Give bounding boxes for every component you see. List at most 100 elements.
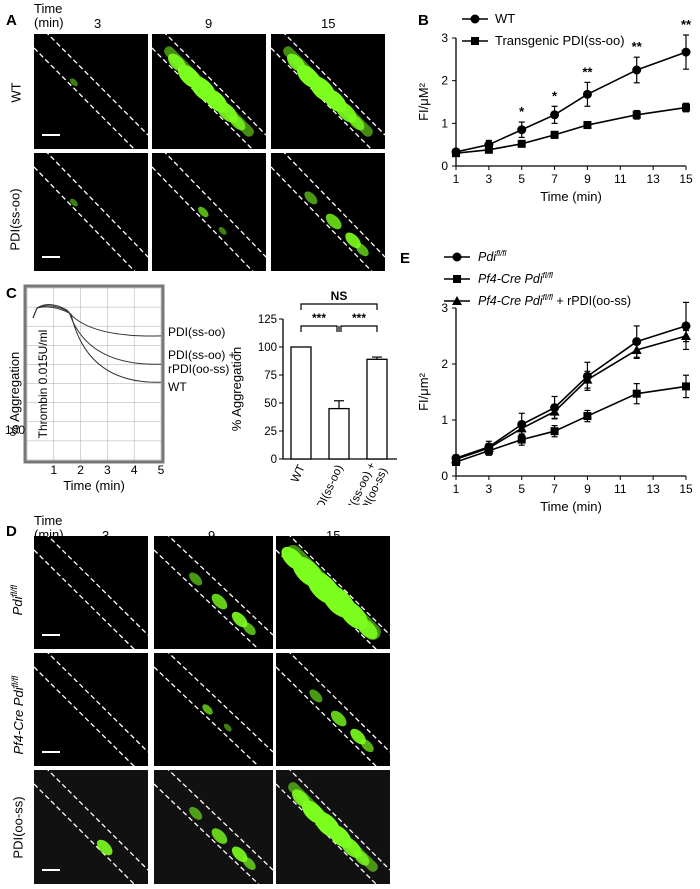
x-tick-label: 1: [453, 172, 460, 186]
vessel-wall-upper: [283, 34, 385, 136]
significance-label: ***: [312, 311, 326, 325]
significance-marker: **: [681, 17, 692, 32]
data-point-circle: [681, 47, 691, 57]
vessel-wall-lower: [271, 47, 373, 149]
significance-marker: **: [582, 64, 593, 79]
vessel-wall-lower: [276, 666, 377, 766]
legend-label-sup: fl/fl: [543, 293, 553, 302]
micrograph-image: [276, 653, 390, 766]
micrograph-image: [154, 653, 273, 766]
significance-marker: *: [552, 88, 558, 103]
thrombus-fluorescence: [211, 828, 228, 844]
x-tick-label: 3: [486, 172, 493, 186]
micrograph-image: [152, 153, 266, 271]
significance-label: NS: [331, 289, 348, 303]
thrombus-fluorescence: [211, 593, 228, 610]
legend-label-name: Pf4-Cre Pdi: [478, 294, 544, 308]
x-tick-label: 3: [104, 463, 111, 477]
micrograph-d-pf4cre-15: [276, 653, 390, 766]
legend-label-extra: + rPDI(oo-ss): [553, 294, 631, 308]
panel-d-row-pdi: Pdifl/fl: [9, 565, 25, 635]
data-point-triangle: [681, 331, 691, 340]
thrombus-fluorescence: [70, 78, 78, 87]
thrombus-fluorescence: [223, 723, 232, 732]
y-tick-label: 2: [441, 357, 448, 371]
x-tick-label: 13: [646, 172, 660, 186]
panel-a-time-9: 9: [205, 16, 213, 31]
legend-label-name: Pf4-Cre Pdi: [478, 272, 544, 286]
chart-c-bar: 0 25 50 75 100 125 % Aggregation WT PDI(ss-oo)PD…: [229, 289, 397, 505]
x-axis-label: Time (min): [540, 499, 602, 514]
data-point-circle: [681, 321, 691, 331]
y-tick-label: 75: [264, 370, 277, 382]
significance-marker: **: [632, 39, 643, 54]
micrograph-a-ssoo-3: [34, 153, 148, 271]
legend-label-name: Pdi: [478, 250, 497, 264]
thrombus-fluorescence: [360, 739, 374, 753]
significance-marker: *: [519, 104, 525, 119]
y-tick-label: 100: [258, 342, 277, 354]
micrograph-image: [34, 153, 148, 271]
micrograph-a-wt-15: [271, 34, 385, 149]
micrograph-image: [34, 653, 148, 766]
x-tick-label: 5: [158, 463, 165, 477]
aggregation-trace-2: [32, 306, 162, 383]
vessel-wall-lower: [34, 666, 135, 766]
panel-c-letter: C: [6, 285, 17, 302]
y-tick-label: 0: [441, 469, 448, 483]
panel-e-letter: E: [400, 250, 411, 267]
trace-label-ssoo-plus: PDI(ss-oo) +: [168, 348, 236, 362]
thrombus-fluorescence: [325, 213, 342, 230]
trace-label-ssoo: PDI(ss-oo): [168, 325, 225, 339]
y-tick-label: 1: [441, 116, 448, 130]
panel-d-row-pf4cre-name: Pf4-Cre Pdi: [11, 687, 27, 755]
micrograph-d-oo-ss-15: [276, 770, 390, 884]
micrograph-d-oo-ss-9: [154, 770, 273, 884]
panel-d-row-pdi-name: Pdi: [10, 596, 26, 616]
thrombus-core: [283, 46, 373, 137]
y-axis-label: % Aggregation: [229, 347, 244, 432]
y-tick-label: 125: [258, 314, 277, 326]
vessel-wall-lower: [154, 783, 260, 884]
thrombus-fluorescence: [218, 226, 227, 235]
vessel-wall-lower: [271, 166, 373, 271]
x-tick-label: 7: [551, 482, 558, 496]
panel-a-letter: A: [6, 12, 17, 29]
vessel-wall-upper: [289, 770, 390, 871]
category-label: PDI(ss-oo): [312, 463, 346, 505]
data-point-circle: [550, 110, 560, 120]
data-point-triangle: [582, 374, 593, 384]
y-axis-label: FI/μM²: [416, 82, 431, 120]
x-tick-label: 4: [131, 463, 138, 477]
data-point-triangle: [483, 443, 494, 452]
x-tick-label: 5: [518, 482, 525, 496]
trace-y-tick: 100: [5, 423, 25, 437]
y-tick-label: 3: [441, 301, 448, 315]
data-point-square: [517, 139, 526, 148]
panel-b-letter: B: [418, 12, 429, 29]
legend-marker: [470, 14, 480, 24]
data-point-square: [583, 121, 592, 130]
vessel-wall-upper: [283, 153, 385, 258]
x-tick-label: 9: [584, 172, 591, 186]
x-tick-label: 7: [551, 172, 558, 186]
legend-label: Pf4-Cre Pdifl/fl + rPDI(oo-ss): [478, 293, 631, 308]
micrograph-image: [271, 153, 385, 271]
micrograph-d-pdi-3: [34, 536, 148, 649]
micrograph-d-oo-ss-3: [34, 770, 148, 884]
micrograph-image: [276, 536, 390, 649]
thrombus-fluorescence: [242, 856, 256, 870]
x-tick-label: 2: [77, 463, 84, 477]
panel-a-row-wt: WT: [8, 82, 24, 103]
thrombus-core: [164, 46, 254, 137]
data-point-circle: [582, 89, 592, 99]
legend-marker: [452, 296, 462, 305]
micrograph-d-pf4cre-3: [34, 653, 148, 766]
aggregation-trace-0: [32, 304, 162, 337]
data-point-square: [517, 435, 526, 444]
vessel-wall-lower: [154, 666, 260, 766]
y-tick-label: 25: [264, 426, 277, 438]
data-point-triangle: [631, 345, 642, 354]
vessel-wall-upper: [164, 153, 266, 258]
x-axis-label: Time (min): [540, 189, 602, 204]
